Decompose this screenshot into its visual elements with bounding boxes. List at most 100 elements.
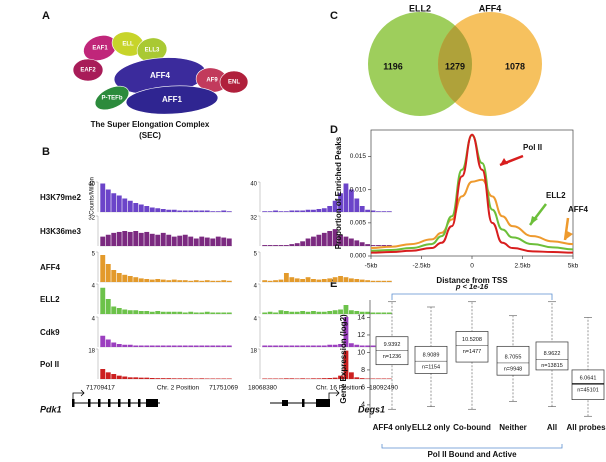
venn-count: 1196 bbox=[383, 61, 403, 71]
signal-bar bbox=[354, 377, 360, 379]
y-tick-label: 0.010 bbox=[350, 186, 367, 193]
coordinate: 71751069 bbox=[209, 385, 238, 392]
subunit-label: AF9 bbox=[206, 78, 218, 84]
signal-bar bbox=[283, 245, 289, 246]
complex-subunit bbox=[219, 70, 249, 94]
signal-bar bbox=[199, 210, 205, 212]
exon bbox=[146, 399, 158, 407]
signal-bar bbox=[182, 280, 188, 282]
signal-bar bbox=[116, 231, 122, 246]
signal-bar bbox=[294, 311, 300, 314]
signal-bar bbox=[267, 345, 273, 347]
signal-bar bbox=[122, 198, 128, 212]
mean-label: 6.0641 bbox=[580, 375, 597, 381]
signal-bar bbox=[376, 211, 381, 212]
signal-bar bbox=[204, 311, 210, 314]
arrow-head bbox=[565, 231, 573, 240]
signal-bar bbox=[262, 280, 268, 282]
signal-bar bbox=[215, 312, 221, 314]
signal-bar bbox=[111, 232, 117, 246]
signal-bar bbox=[155, 311, 161, 314]
signal-bar bbox=[354, 279, 360, 282]
signal-bar bbox=[149, 279, 155, 282]
signal-bar bbox=[133, 277, 139, 282]
signal-bar bbox=[226, 378, 232, 379]
signal-bar bbox=[294, 210, 300, 212]
group-bracket bbox=[381, 444, 563, 449]
signal-bar bbox=[182, 378, 188, 379]
signal-bar bbox=[133, 203, 139, 212]
box bbox=[535, 341, 569, 371]
signal-bar bbox=[188, 311, 194, 314]
signal-bar bbox=[289, 378, 295, 379]
signal-bar bbox=[343, 183, 349, 212]
signal-bar bbox=[105, 372, 111, 379]
signal-bar bbox=[105, 339, 111, 347]
signal-bar bbox=[210, 211, 216, 212]
signal-bar bbox=[166, 209, 172, 212]
signal-bar bbox=[370, 345, 376, 347]
signal-bar bbox=[305, 345, 311, 347]
signal-bar bbox=[171, 378, 177, 379]
category-label: ELL2 only bbox=[411, 423, 451, 432]
signal-bar bbox=[381, 312, 387, 314]
signal-bar bbox=[226, 280, 232, 282]
category-label: Neither bbox=[499, 423, 527, 432]
set-label: AFF4 bbox=[479, 3, 502, 13]
signal-bar bbox=[354, 198, 360, 212]
signal-bar bbox=[182, 345, 188, 347]
signal-bar bbox=[199, 280, 205, 282]
signal-bar bbox=[100, 236, 106, 246]
signal-bar bbox=[262, 211, 268, 212]
signal-bar bbox=[122, 274, 128, 282]
signal-bar bbox=[376, 280, 381, 282]
y-axis-label: Gene Expression (log2) bbox=[339, 314, 348, 404]
signal-bar bbox=[210, 345, 216, 347]
signal-bar bbox=[316, 311, 322, 314]
coordinate: 18092490 bbox=[369, 385, 398, 392]
signal-bar bbox=[127, 276, 133, 282]
category-label: All probes bbox=[566, 423, 606, 432]
signal-bar bbox=[122, 376, 128, 379]
series-label: Pol II bbox=[523, 143, 542, 152]
signal-bar bbox=[155, 279, 161, 282]
signal-bar bbox=[305, 209, 311, 212]
signal-bar bbox=[316, 209, 322, 212]
signal-bar bbox=[321, 378, 327, 379]
signal-bar bbox=[294, 243, 300, 246]
signal-bar bbox=[171, 209, 177, 212]
y-tick-label: 0.015 bbox=[350, 153, 367, 160]
signal-bar bbox=[188, 345, 194, 347]
track-label: Cdk9 bbox=[40, 328, 60, 337]
mean-label: 8.9622 bbox=[544, 351, 561, 357]
signal-bar bbox=[370, 378, 376, 379]
signal-bar bbox=[144, 377, 150, 379]
signal-bar bbox=[160, 232, 166, 246]
signal-bar bbox=[204, 280, 210, 282]
signal-bar bbox=[166, 280, 172, 282]
y-tick-label: 18 bbox=[88, 349, 95, 355]
signal-bar bbox=[343, 305, 349, 314]
exon bbox=[98, 399, 101, 407]
signal-bar bbox=[321, 232, 327, 246]
signal-bar bbox=[182, 234, 188, 246]
signal-bar bbox=[221, 237, 227, 246]
signal-bar bbox=[144, 345, 150, 347]
signal-bar bbox=[138, 204, 144, 212]
signal-bar bbox=[215, 280, 221, 282]
y-tick-label: 12 bbox=[357, 332, 365, 339]
signal-bar bbox=[267, 245, 273, 246]
signal-bar bbox=[273, 378, 278, 379]
signal-bar bbox=[177, 210, 183, 212]
signal-bar bbox=[359, 311, 365, 314]
tss-arrow bbox=[72, 389, 85, 399]
signal-bar bbox=[370, 245, 376, 246]
signal-bar bbox=[327, 344, 333, 347]
signal-bar bbox=[193, 345, 199, 347]
signal-bar bbox=[138, 278, 144, 282]
n-label: n=1154 bbox=[422, 365, 440, 371]
panel-label: C bbox=[330, 10, 338, 22]
signal-bar bbox=[149, 345, 155, 347]
signal-bar bbox=[278, 378, 284, 379]
